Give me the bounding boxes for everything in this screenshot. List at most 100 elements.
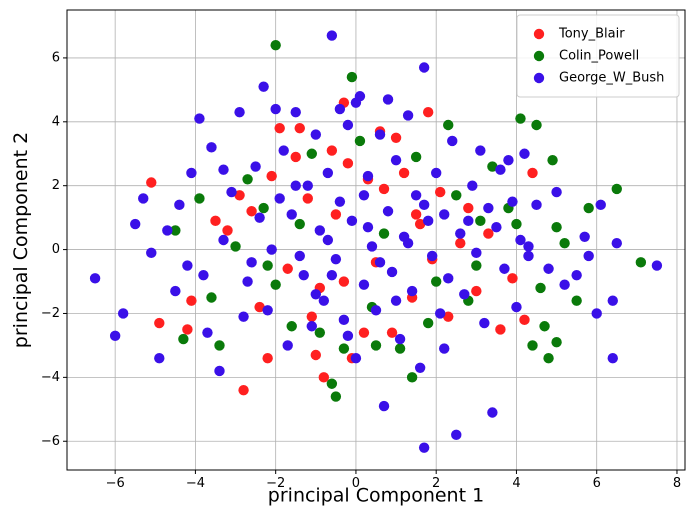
scatter-point [394, 333, 406, 345]
scatter-point [214, 365, 225, 377]
scatter-point [499, 263, 510, 274]
scatter-point [314, 327, 326, 338]
scatter-point [282, 263, 293, 274]
scatter-point [386, 327, 398, 338]
scatter-point [294, 218, 305, 230]
x-tick-label: 2 [432, 476, 440, 491]
scatter-point [326, 269, 338, 281]
scatter-point [258, 81, 269, 92]
scatter-point [491, 222, 502, 233]
scatter-point [262, 305, 273, 316]
scatter-point [298, 269, 309, 281]
scatter-point [306, 321, 317, 332]
scatter-point [543, 352, 554, 364]
x-tick-label: −2 [266, 476, 285, 491]
scatter-point [330, 391, 342, 402]
scatter-point [463, 202, 474, 214]
scatter-point [186, 167, 197, 179]
scatter-point [523, 241, 534, 252]
x-tick-label: 4 [512, 476, 520, 491]
scatter-point [571, 269, 582, 281]
scatter-point [607, 295, 618, 306]
scatter-point [591, 308, 602, 319]
scatter-point [378, 228, 390, 239]
scatter-point [310, 349, 322, 361]
scatter-point [154, 317, 165, 329]
scatter-point [571, 295, 582, 306]
scatter-point [330, 253, 342, 265]
scatter-point [318, 372, 330, 383]
scatter-point [290, 107, 301, 118]
scatter-point [439, 209, 450, 220]
scatter-point [402, 110, 414, 121]
scatter-point [358, 190, 370, 201]
scatter-point [410, 151, 422, 163]
scatter-point [406, 285, 418, 297]
scatter-point [531, 119, 542, 131]
scatter-point [342, 330, 354, 342]
scatter-point [475, 215, 486, 227]
y-tick-label: 6 [52, 50, 60, 65]
scatter-point [194, 113, 205, 124]
scatter-point [109, 330, 121, 342]
scatter-point [382, 206, 394, 217]
scatter-point [294, 122, 305, 134]
x-axis-label: principal Component 1 [268, 485, 484, 507]
scatter-point [559, 279, 570, 290]
scatter-point [390, 154, 402, 166]
scatter-point [146, 177, 157, 188]
scatter-point [262, 260, 273, 271]
scatter-point [362, 222, 374, 233]
scatter-point [222, 225, 233, 236]
scatter-point [358, 327, 370, 338]
scatter-point [146, 247, 157, 258]
scatter-point [350, 352, 362, 364]
scatter-point [487, 407, 498, 418]
scatter-point [483, 228, 494, 239]
scatter-point [439, 343, 450, 354]
scatter-point [410, 190, 422, 201]
scatter-point [310, 129, 322, 140]
scatter-point [178, 333, 189, 345]
scatter-point [503, 154, 514, 166]
scatter-point [402, 237, 414, 249]
scatter-point [250, 161, 261, 172]
scatter-point [334, 196, 346, 207]
scatter-point [483, 202, 494, 214]
x-tick-label: 6 [593, 476, 601, 491]
scatter-point [182, 260, 193, 271]
scatter-point [226, 186, 237, 198]
legend-label: Colin_Powell [559, 49, 639, 64]
scatter-point [246, 257, 257, 268]
scatter-point [254, 301, 265, 313]
scatter-point [218, 164, 229, 175]
scatter-point [170, 285, 181, 297]
series-Tony_Blair [146, 97, 538, 396]
legend-marker [533, 50, 545, 62]
legend: Tony_Blair Colin_Powell George_W_Bush [516, 14, 680, 98]
scatter-point [270, 103, 281, 115]
legend-box [516, 14, 680, 98]
scatter-point [422, 215, 434, 227]
scatter-point [306, 311, 317, 322]
scatter-point [495, 164, 506, 175]
scatter-point [398, 167, 410, 179]
scatter-point [559, 237, 570, 249]
scatter-point [246, 206, 257, 217]
scatter-point [374, 257, 386, 268]
scatter-point [382, 94, 394, 105]
y-axis-label: principal Component 2 [10, 132, 32, 348]
scatter-point [310, 289, 322, 300]
scatter-point [206, 292, 217, 303]
scatter-point [426, 250, 438, 262]
scatter-point [378, 183, 390, 195]
scatter-point [202, 327, 213, 338]
scatter-point [286, 209, 297, 220]
scatter-point [471, 247, 482, 258]
scatter-point [583, 250, 594, 262]
scatter-point [326, 30, 338, 41]
scatter-point [322, 167, 334, 179]
scatter-point [451, 429, 462, 441]
scatter-point [230, 241, 241, 252]
scatter-point [338, 276, 350, 287]
